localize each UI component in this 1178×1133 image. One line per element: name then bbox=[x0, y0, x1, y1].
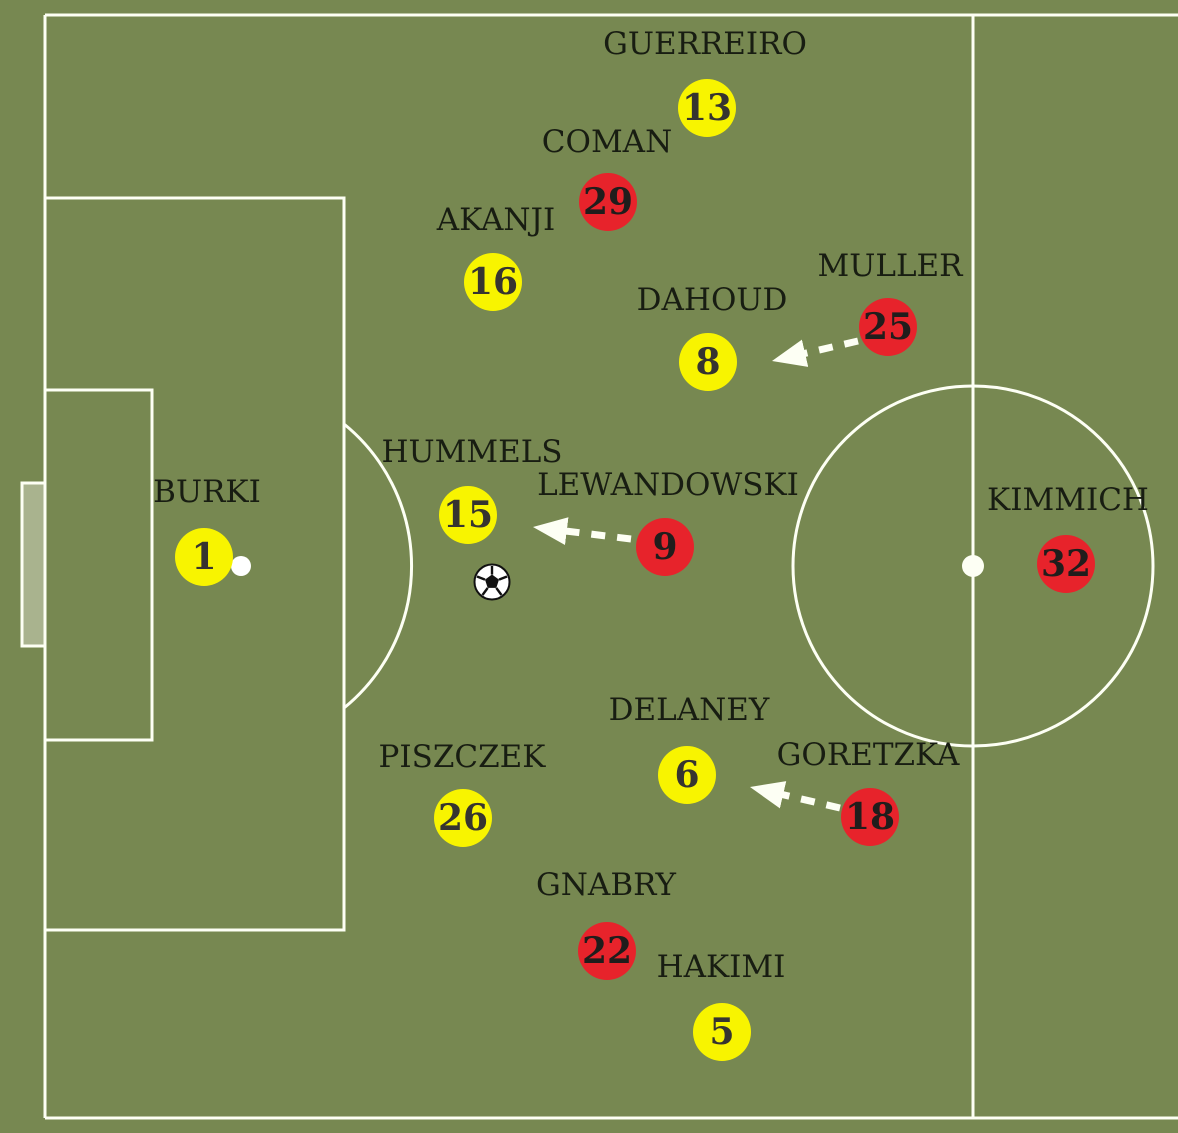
player-token-burki[interactable]: 1 bbox=[175, 528, 233, 586]
player-label-dahoud: DAHOUD bbox=[636, 282, 788, 318]
player-number: 6 bbox=[674, 754, 700, 796]
six-yard-box bbox=[43, 388, 154, 742]
player-label-hakimi: HAKIMI bbox=[656, 949, 786, 985]
player-number: 18 bbox=[844, 796, 896, 838]
player-label-coman: COMAN bbox=[541, 124, 673, 160]
movement-arrow-goretzka-to-delaney bbox=[750, 781, 841, 812]
goal bbox=[20, 481, 47, 648]
movement-arrow-muller-to-dahoud bbox=[771, 337, 859, 367]
player-label-goretzka: GORETZKA bbox=[776, 737, 960, 773]
center-circle bbox=[791, 384, 1155, 748]
player-number: 5 bbox=[709, 1011, 735, 1053]
player-label-hummels: HUMMELS bbox=[381, 434, 563, 470]
player-label-gnabry: GNABRY bbox=[536, 867, 676, 903]
player-label-lewandowski: LEWANDOWSKI bbox=[537, 467, 799, 503]
player-token-gnabry[interactable]: 22 bbox=[578, 922, 636, 980]
player-label-kimmich: KIMMICH bbox=[987, 482, 1149, 518]
player-label-burki: BURKI bbox=[153, 474, 261, 510]
player-number: 25 bbox=[862, 306, 914, 348]
player-number: 1 bbox=[191, 536, 217, 578]
player-number: 13 bbox=[681, 87, 733, 129]
player-token-piszczek[interactable]: 26 bbox=[434, 789, 492, 847]
player-token-delaney[interactable]: 6 bbox=[658, 746, 716, 804]
player-number: 9 bbox=[652, 526, 678, 568]
ball-spot[interactable] bbox=[231, 556, 251, 576]
player-token-dahoud[interactable]: 8 bbox=[679, 333, 737, 391]
player-token-goretzka[interactable]: 18 bbox=[841, 788, 899, 846]
player-number: 32 bbox=[1040, 543, 1092, 585]
player-number: 8 bbox=[695, 341, 721, 383]
penalty-arc bbox=[343, 422, 413, 710]
player-number: 22 bbox=[581, 930, 633, 972]
player-token-kimmich[interactable]: 32 bbox=[1037, 535, 1095, 593]
player-label-muller: MULLER bbox=[817, 248, 963, 284]
soccer-ball-icon[interactable] bbox=[472, 562, 512, 602]
player-number: 29 bbox=[582, 181, 634, 223]
player-token-coman[interactable]: 29 bbox=[579, 173, 637, 231]
player-token-guerreiro[interactable]: 13 bbox=[678, 79, 736, 137]
movement-arrow-lewandowski-to-hummels bbox=[533, 517, 632, 546]
player-token-akanji[interactable]: 16 bbox=[464, 253, 522, 311]
center-spot bbox=[962, 555, 984, 577]
player-token-hakimi[interactable]: 5 bbox=[693, 1003, 751, 1061]
movement-arrows bbox=[533, 337, 859, 812]
player-label-piszczek: PISZCZEK bbox=[378, 739, 546, 775]
player-label-guerreiro: GUERREIRO bbox=[603, 26, 807, 62]
player-label-akanji: AKANJI bbox=[436, 202, 556, 238]
player-number: 16 bbox=[467, 261, 519, 303]
player-token-hummels[interactable]: 15 bbox=[439, 486, 497, 544]
player-number: 15 bbox=[442, 494, 494, 536]
player-number: 26 bbox=[437, 797, 489, 839]
player-token-lewandowski[interactable]: 9 bbox=[636, 518, 694, 576]
player-token-muller[interactable]: 25 bbox=[859, 298, 917, 356]
player-label-delaney: DELANEY bbox=[608, 692, 770, 728]
